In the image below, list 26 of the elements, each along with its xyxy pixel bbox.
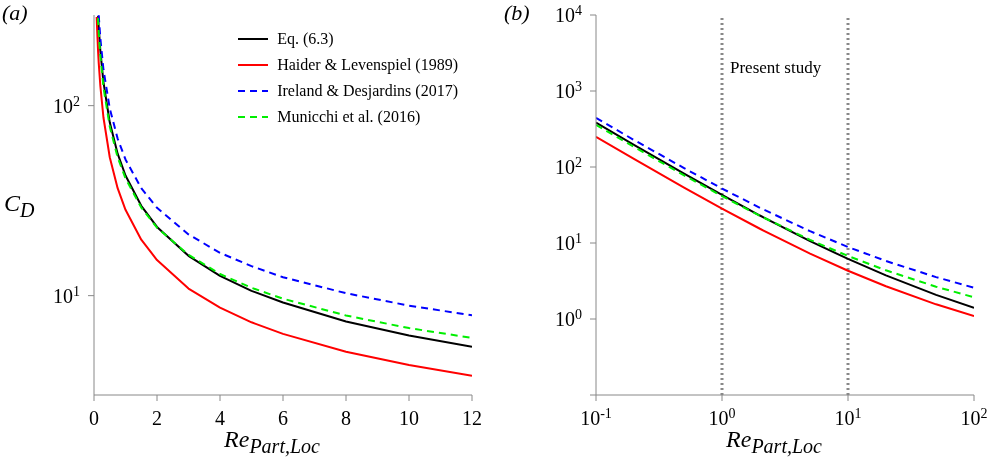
x-tick-label: 10$^{1}$ [834,405,862,429]
annotation: Present study [730,58,822,78]
legend-label: Ireland & Desjardins (2017) [277,81,458,102]
legend-label: Haider & Levenspiel (1989) [277,55,458,76]
x-tick-label: 10$^{-1}$ [580,405,612,429]
x-tick-label: 4 [215,407,225,429]
x-tick-label: 12 [462,407,482,429]
x-tick-label: 6 [278,407,288,429]
y-tick-label: 10$^{2}$ [555,154,582,178]
y-tick-label: 10$^{1}$ [555,230,582,254]
y-axis-title: C$_{D}$ [4,190,35,222]
y-tick-label: 10$^{0}$ [555,306,582,330]
y-tick-label: 10$^{4}$ [555,2,582,26]
x-tick-label: 0 [89,407,99,429]
x-tick-label: 8 [341,407,351,429]
chart-title: (a) [2,0,28,26]
x-axis-title: Re$_{Part,Loc}$ [224,426,320,457]
legend-label: Municchi et al. (2016) [277,107,421,128]
legend-label: Eq. (6.3) [277,29,334,50]
x-tick-label: 10 [399,407,419,429]
x-tick-label: 10$^{0}$ [708,405,736,429]
x-axis-title: Re$_{Part,Loc}$ [726,426,822,457]
x-tick-label: 10$^{2}$ [960,405,988,429]
chart-title: (b) [504,0,530,26]
y-tick-label: 10$^{3}$ [555,78,582,102]
x-tick-label: 2 [152,407,162,429]
